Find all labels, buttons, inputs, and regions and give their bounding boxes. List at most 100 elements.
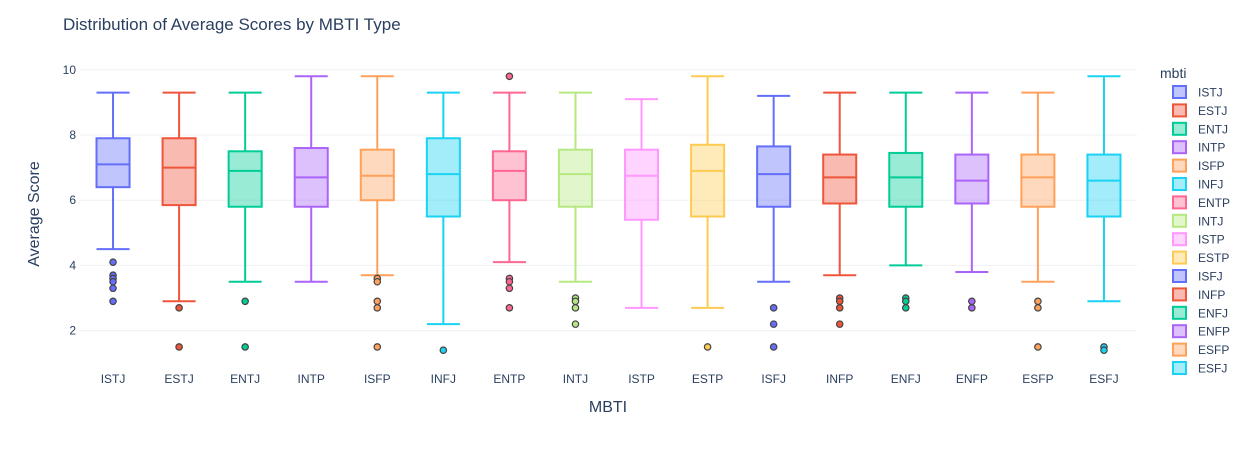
outlier-point (175, 304, 183, 312)
legend-item-intj[interactable]: INTJ (1172, 213, 1223, 228)
y-tick-label: 4 (69, 258, 76, 272)
legend: mbti ISTJ ESTJ ENTJ INTP ISFP INFJ ENTP INTJ IST… (1160, 65, 1230, 376)
x-tick-label: ESFP (1022, 372, 1053, 386)
legend-label: ISFJ (1198, 270, 1223, 284)
legend-label: INFJ (1198, 178, 1223, 192)
x-tick-label: ESTP (692, 372, 723, 386)
box-intj (557, 91, 593, 328)
iqr-box (491, 150, 527, 202)
outlier-point (1034, 304, 1042, 312)
legend-title: mbti (1160, 65, 1186, 81)
iqr-box (954, 153, 990, 205)
x-tick-label: ESFJ (1089, 372, 1118, 386)
outlier-point (109, 297, 117, 306)
legend-label: INFP (1198, 288, 1225, 302)
legend-label: ISTP (1198, 233, 1225, 247)
outlier-point (571, 297, 580, 306)
outlier-point (241, 297, 249, 306)
outlier-point (373, 297, 382, 306)
box-estj (161, 91, 197, 351)
legend-item-isfp[interactable]: ISFP (1172, 158, 1225, 173)
box-series (95, 72, 1122, 355)
x-tick-label: INFP (826, 372, 853, 386)
outlier-point (703, 343, 712, 351)
iqr-box (624, 148, 660, 221)
x-tick-label: INFJ (431, 372, 456, 386)
legend-swatch (1172, 85, 1187, 99)
y-tick-label: 2 (69, 324, 76, 338)
legend-swatch (1172, 361, 1187, 375)
outlier-point (1100, 346, 1108, 355)
iqr-box (227, 150, 263, 208)
legend-item-esfp[interactable]: ESFP (1172, 342, 1229, 357)
legend-swatch (1172, 287, 1187, 302)
outlier-point (109, 258, 117, 266)
outlier-point (175, 343, 183, 351)
legend-item-istj[interactable]: ISTJ (1172, 85, 1223, 100)
iqr-box (888, 151, 924, 208)
legend-label: INTP (1198, 141, 1225, 155)
legend-label: ENFP (1198, 325, 1230, 339)
y-axis: 2 4 6 8 10 (63, 63, 77, 338)
legend-swatch (1172, 269, 1187, 283)
legend-item-enfp[interactable]: ENFP (1172, 324, 1230, 339)
legend-item-estj[interactable]: ESTJ (1172, 103, 1227, 118)
box-isfp (359, 75, 395, 351)
box-esfp (1020, 91, 1056, 351)
outlier-point (835, 304, 844, 312)
legend-swatch (1172, 342, 1187, 357)
box-enfj (888, 91, 924, 312)
outlier-point (769, 343, 778, 351)
iqr-box (425, 137, 461, 218)
outlier-point (835, 297, 844, 306)
outlier-point (571, 320, 580, 328)
box-infj (425, 91, 461, 355)
x-tick-label: ISTJ (101, 372, 126, 386)
legend-swatch (1172, 250, 1187, 265)
outlier-point (241, 343, 249, 351)
iqr-box (822, 153, 858, 205)
legend-item-isfj[interactable]: ISFJ (1172, 269, 1223, 284)
y-axis-label: Average Score (26, 161, 43, 267)
outlier-point (505, 72, 514, 81)
outlier-point (109, 277, 117, 286)
box-entp (491, 72, 527, 312)
legend-label: ENTP (1198, 196, 1230, 210)
legend-swatch (1172, 213, 1187, 228)
legend-item-esfj[interactable]: ESFJ (1172, 361, 1227, 376)
iqr-box (161, 137, 197, 207)
legend-label: ESFJ (1198, 362, 1227, 376)
outlier-point (769, 304, 778, 312)
x-axis-label: MBTI (589, 399, 627, 416)
legend-item-infp[interactable]: INFP (1172, 287, 1225, 302)
legend-item-istp[interactable]: ISTP (1172, 232, 1225, 247)
legend-swatch (1172, 305, 1187, 320)
legend-item-enfj[interactable]: ENFJ (1172, 305, 1228, 320)
x-tick-label: ENFJ (891, 372, 921, 386)
legend-swatch (1172, 121, 1187, 136)
x-tick-label: ENTJ (230, 372, 260, 386)
box-entj (227, 91, 263, 351)
legend-item-estp[interactable]: ESTP (1172, 250, 1229, 265)
legend-item-entp[interactable]: ENTP (1172, 195, 1230, 210)
outlier-point (439, 346, 448, 355)
legend-item-infj[interactable]: INFJ (1172, 177, 1223, 192)
y-tick-label: 8 (69, 128, 76, 142)
legend-swatch (1172, 140, 1187, 155)
box-istj (95, 91, 131, 306)
legend-swatch (1172, 103, 1187, 118)
x-tick-label: ISFJ (761, 372, 786, 386)
x-tick-label: ENTP (493, 372, 525, 386)
legend-label: ENTJ (1198, 122, 1228, 136)
iqr-box (557, 148, 593, 208)
x-tick-label: INTP (298, 372, 325, 386)
legend-item-entj[interactable]: ENTJ (1172, 121, 1228, 136)
legend-item-intp[interactable]: INTP (1172, 140, 1225, 155)
box-esfj (1086, 75, 1122, 355)
outlier-point (769, 320, 778, 328)
box-enfp (954, 91, 990, 312)
x-axis: ISTJ ESTJ ENTJ INTP ISFP INFJ ENTP INTJ ISTP ESTP… (101, 372, 1119, 386)
outlier-point (901, 297, 910, 306)
legend-swatch (1172, 177, 1187, 191)
